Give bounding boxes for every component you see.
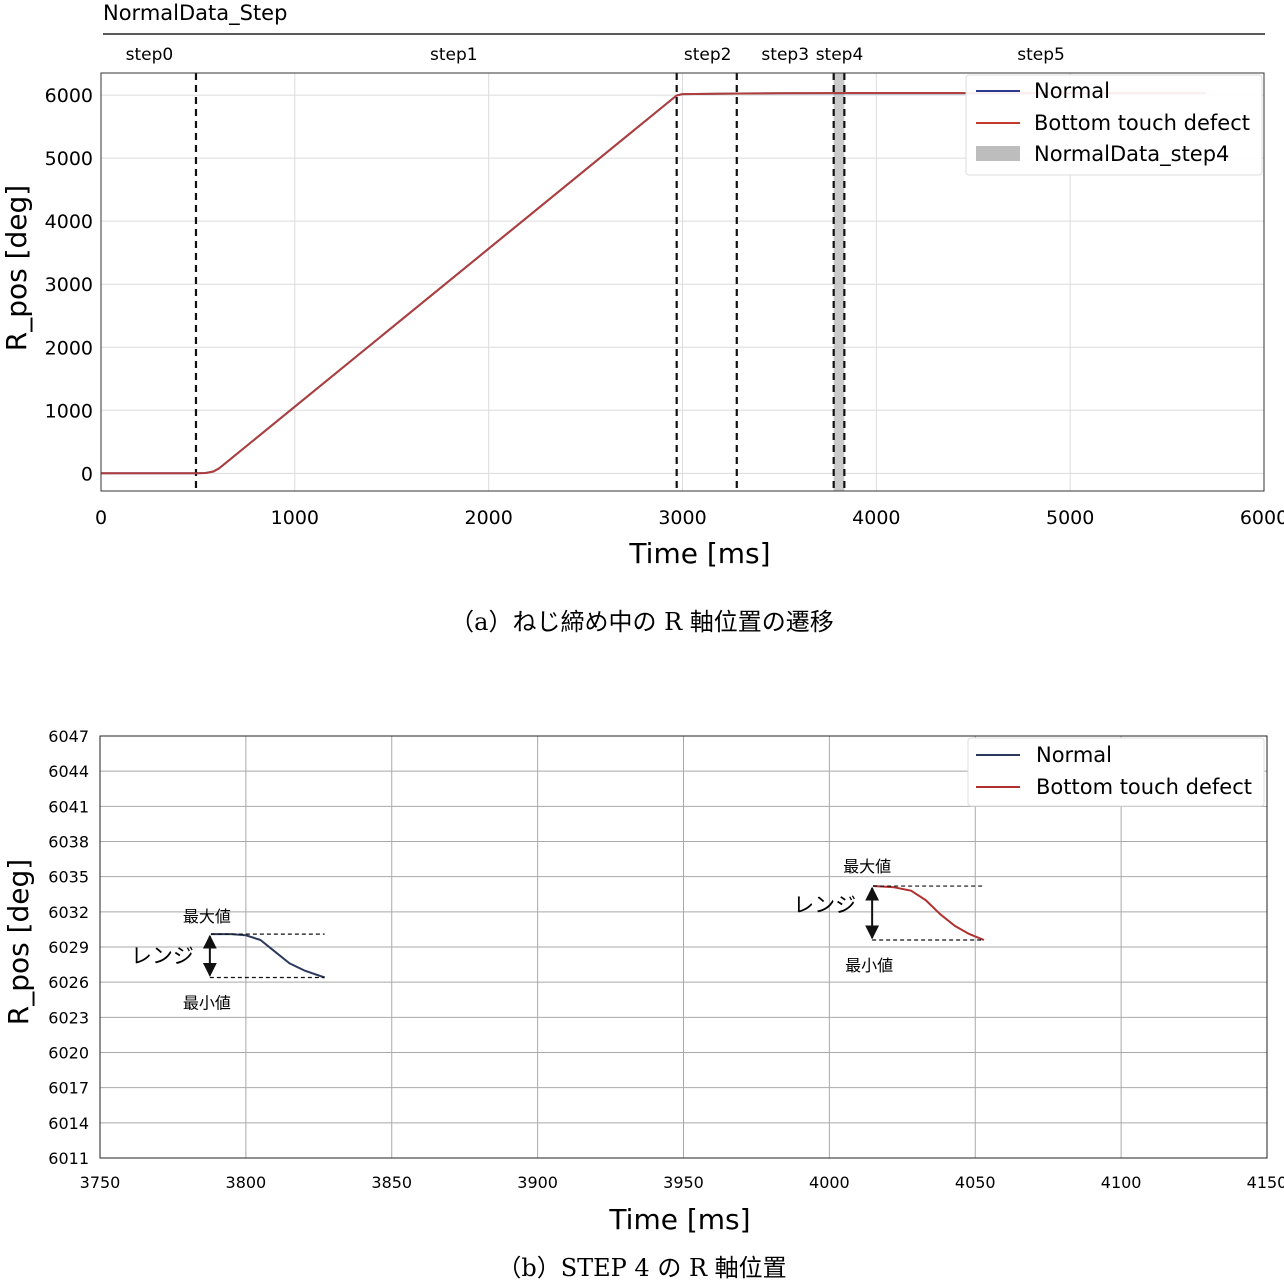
chart-b-legend: Normal Bottom touch defect <box>967 737 1265 807</box>
chart-b-legend-defect: Bottom touch defect <box>1036 775 1252 799</box>
chart-b-xlabel: Time [ms] <box>608 1203 750 1236</box>
chart-a-xtick-1000: 1000 <box>271 507 319 529</box>
chart-b-plot-frame <box>99 735 1268 1159</box>
chart-b-ytick-6014: 6014 <box>48 1114 89 1133</box>
chart-b-xtick-4100: 4100 <box>1101 1173 1142 1192</box>
chart-a-ytick-2000: 2000 <box>45 337 93 359</box>
chart-a-ytick-3000: 3000 <box>45 274 93 296</box>
chart-a-step-label-step4: step4 <box>816 45 864 65</box>
chart-b-xtick-4050: 4050 <box>955 1173 996 1192</box>
chart-b-ytick-6041: 6041 <box>48 797 89 816</box>
chart-a-step-labels: step0 step1 step2 step3 step4 step5 <box>126 45 1065 65</box>
chart-a-ytick-0: 0 <box>81 463 93 485</box>
chart-a-caption: （a）ねじ締め中の R 軸位置の遷移 <box>450 608 834 636</box>
chart-a-xtick-5000: 5000 <box>1046 507 1094 529</box>
chart-b-normal-max-label: 最大値 <box>183 907 231 926</box>
chart-b-xtick-3950: 3950 <box>663 1173 704 1192</box>
chart-a-step-lines <box>194 73 846 491</box>
chart-b-legend-box <box>967 737 1265 807</box>
chart-b-xtick-4000: 4000 <box>809 1173 850 1192</box>
chart-b-ytick-6020: 6020 <box>48 1044 89 1063</box>
chart-b-ytick-6032: 6032 <box>48 903 89 922</box>
chart-b-normal-range-label: レンジ <box>131 944 194 968</box>
chart-b-defect-range-label: レンジ <box>793 893 856 917</box>
chart-b-defect-min-label: 最小値 <box>845 956 893 975</box>
chart-b-series-bottom-touch-defect <box>873 885 985 941</box>
chart-a-x-ticks: 0 1000 2000 3000 4000 5000 6000 <box>95 507 1284 529</box>
chart-a-xlabel: Time [ms] <box>628 537 770 570</box>
chart-b-ytick-6026: 6026 <box>48 973 89 992</box>
chart-b-xtick-3800: 3800 <box>226 1173 267 1192</box>
chart-b-xtick-3900: 3900 <box>517 1173 558 1192</box>
chart-a-xtick-6000: 6000 <box>1240 507 1284 529</box>
chart-a-step-label-step2: step2 <box>684 45 732 65</box>
chart-a-step-label-step5: step5 <box>1017 45 1065 65</box>
chart-b-ylabel: R_pos [deg] <box>2 859 35 1025</box>
chart-b-ytick-6017: 6017 <box>48 1079 89 1098</box>
chart-b-normal-min-label: 最小値 <box>183 993 231 1012</box>
chart-b-ytick-6047: 6047 <box>48 727 89 746</box>
chart-a-xtick-0: 0 <box>95 507 107 529</box>
chart-b-ytick-6038: 6038 <box>48 833 89 852</box>
chart-a: NormalData_Step step0 step1 step2 step3 step… <box>0 1 1284 636</box>
chart-a-legend-swatch-step4 <box>976 146 1020 161</box>
chart-b-ytick-6011: 6011 <box>48 1149 89 1168</box>
chart-a-legend-box <box>965 74 1263 176</box>
chart-b-y-ticks: 6011 6014 6017 6020 6023 6026 6029 6032 6035 6038… <box>48 727 89 1168</box>
chart-b-ytick-6044: 6044 <box>48 762 89 781</box>
chart-a-plot-frame <box>100 72 1265 492</box>
chart-b-x-ticks: 3750 3800 3850 3900 3950 4000 4050 4100 4150 <box>80 1173 1284 1192</box>
chart-b-legend-normal: Normal <box>1036 743 1112 767</box>
chart-b-ytick-6023: 6023 <box>48 1008 89 1027</box>
chart-a-legend-step4: NormalData_step4 <box>1034 142 1229 167</box>
chart-a-legend-defect: Bottom touch defect <box>1034 111 1250 135</box>
chart-a-ylabel: R_pos [deg] <box>0 185 33 351</box>
chart-a-xtick-3000: 3000 <box>658 507 706 529</box>
chart-b-caption: （b）STEP 4 の R 軸位置 <box>497 1254 786 1281</box>
chart-a-ytick-4000: 4000 <box>45 211 93 233</box>
chart-a-step-label-step3: step3 <box>761 45 809 65</box>
chart-a-xtick-4000: 4000 <box>852 507 900 529</box>
chart-a-ytick-5000: 5000 <box>45 148 93 170</box>
chart-b-ytick-6035: 6035 <box>48 868 89 887</box>
chart-a-series-bottom-touch-defect <box>101 92 1206 475</box>
chart-b-ytick-6029: 6029 <box>48 938 89 957</box>
chart-a-xtick-2000: 2000 <box>464 507 512 529</box>
chart-a-series <box>101 92 1206 475</box>
chart-b-grid <box>100 736 1267 1158</box>
chart-a-shading <box>833 73 845 491</box>
chart-b-series-normal <box>210 933 325 979</box>
chart-a-step-label-step1: step1 <box>430 45 478 65</box>
chart-b-xtick-4150: 4150 <box>1247 1173 1284 1192</box>
chart-a-legend-normal: Normal <box>1034 79 1110 103</box>
chart-a-y-ticks: 0 1000 2000 3000 4000 5000 6000 <box>45 85 93 485</box>
chart-b-xtick-3850: 3850 <box>371 1173 412 1192</box>
chart-a-ytick-6000: 6000 <box>45 85 93 107</box>
chart-a-step-label-step0: step0 <box>126 45 174 65</box>
chart-a-panel-title: NormalData_Step <box>103 1 287 26</box>
chart-b-xtick-3750: 3750 <box>80 1173 121 1192</box>
chart-b-defect-max-label: 最大値 <box>843 857 891 876</box>
chart-a-shaded-region-normaldata-step4 <box>833 73 845 491</box>
chart-a-legend: Normal Bottom touch defect NormalData_st… <box>965 74 1263 176</box>
chart-a-ytick-1000: 1000 <box>45 400 93 422</box>
